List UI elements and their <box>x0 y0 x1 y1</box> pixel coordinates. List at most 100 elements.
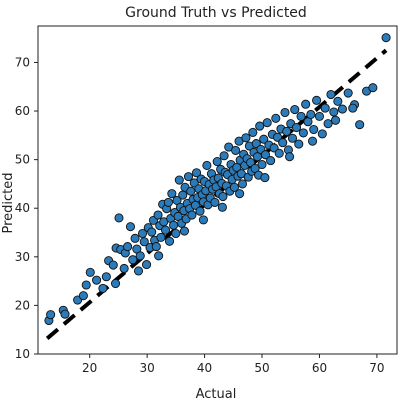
y-tick-label: 20 <box>15 298 30 312</box>
scatter-point <box>329 107 339 117</box>
scatter-point <box>251 139 261 149</box>
y-tick-label: 30 <box>15 250 30 264</box>
y-tick-label: 10 <box>15 347 30 361</box>
scatter-point <box>133 266 144 276</box>
scatter-point <box>98 283 108 293</box>
scatter-point <box>235 189 245 199</box>
scatter-point <box>260 173 270 183</box>
scatter-point <box>229 182 239 192</box>
scatter-point <box>163 197 173 207</box>
scatter-point <box>274 148 284 158</box>
scatter-point <box>333 96 343 106</box>
x-tick-label: 40 <box>197 361 212 375</box>
scatter-point <box>294 139 304 149</box>
scatter-point <box>142 260 152 270</box>
scatter-point <box>285 152 295 162</box>
scatter-point <box>219 151 229 161</box>
scatter-point <box>154 251 164 261</box>
scatter-point <box>314 111 325 121</box>
scatter-point <box>290 105 300 115</box>
scatter-point <box>169 220 179 230</box>
scatter-point <box>255 121 265 131</box>
scatter-point <box>110 278 121 289</box>
scatter-point <box>245 157 256 168</box>
scatter-point <box>171 228 181 239</box>
y-tick-label: 60 <box>15 104 30 118</box>
scatter-point <box>237 179 248 189</box>
scatter-point <box>355 120 365 130</box>
scatter-point <box>187 210 197 220</box>
scatter-point <box>218 192 228 202</box>
scatter-point <box>266 156 276 166</box>
scatter-point <box>164 236 175 246</box>
scatter-point <box>151 242 161 252</box>
scatter-point <box>189 178 199 188</box>
scatter-point <box>291 123 302 133</box>
scatter-point <box>174 175 184 185</box>
plot-border <box>37 25 398 355</box>
y-axis-ticks: 10 20 30 40 50 60 70 <box>15 55 38 361</box>
scatter-point <box>301 99 311 109</box>
x-tick-label: 60 <box>312 361 327 375</box>
scatter-point <box>280 107 290 118</box>
scatter-point <box>123 242 133 252</box>
scatter-point <box>337 104 347 114</box>
y-tick-label: 50 <box>15 153 30 167</box>
scatter-point <box>128 255 138 265</box>
scatter-point <box>320 103 330 113</box>
scatter-point <box>282 126 292 136</box>
x-tick-label: 20 <box>82 361 97 375</box>
x-axis-ticks: 20 30 40 50 60 70 <box>82 354 385 375</box>
scatter-point <box>368 83 378 93</box>
scatter-point <box>167 189 177 199</box>
scatter-point <box>330 115 341 125</box>
scatter-point <box>125 222 136 232</box>
scatter-point <box>156 232 166 242</box>
x-axis-label: Actual <box>196 387 237 402</box>
scatter-point <box>343 88 353 98</box>
scatter-point <box>317 129 327 139</box>
scatter-point <box>60 309 70 319</box>
scatter-point <box>191 168 202 178</box>
scatter-point <box>153 210 163 220</box>
scatter-point <box>114 213 124 223</box>
scatter-point <box>259 134 269 144</box>
plot-frame <box>37 25 398 355</box>
scatter-point <box>381 33 391 43</box>
scatter-point <box>92 275 102 285</box>
scatter-point <box>108 260 118 270</box>
scatter-point <box>198 215 208 225</box>
scatter-point <box>278 138 288 148</box>
x-tick-label: 30 <box>139 361 154 375</box>
scatter-point <box>287 133 298 143</box>
scatter-point <box>241 133 251 143</box>
scatter-point <box>348 103 358 113</box>
scatter-point <box>130 233 140 243</box>
scatter-point <box>312 95 322 105</box>
scatter-point <box>160 225 171 235</box>
scatter-point <box>217 202 227 212</box>
scatter-point <box>147 227 157 237</box>
scatter-point <box>210 197 220 207</box>
scatter-point <box>81 280 91 290</box>
scatter-point <box>231 145 241 155</box>
scatter-point <box>202 160 212 171</box>
scatter-point <box>262 118 272 128</box>
scatter-point <box>306 109 316 119</box>
chart-title: Ground Truth vs Predicted <box>125 5 307 21</box>
scatter-point <box>101 272 111 282</box>
scatter-point <box>212 157 222 167</box>
scatter-point <box>186 186 196 196</box>
scatter-point <box>260 150 271 160</box>
scatter-point <box>46 310 56 320</box>
x-tick-label: 70 <box>369 361 384 375</box>
scatter-point <box>183 172 194 182</box>
scatter-point <box>195 206 205 216</box>
scatter-point <box>257 159 267 170</box>
scatter-points-layer <box>44 33 391 326</box>
scatter-point <box>298 128 308 138</box>
scatter-point <box>119 263 129 274</box>
scatter-point <box>271 113 281 123</box>
